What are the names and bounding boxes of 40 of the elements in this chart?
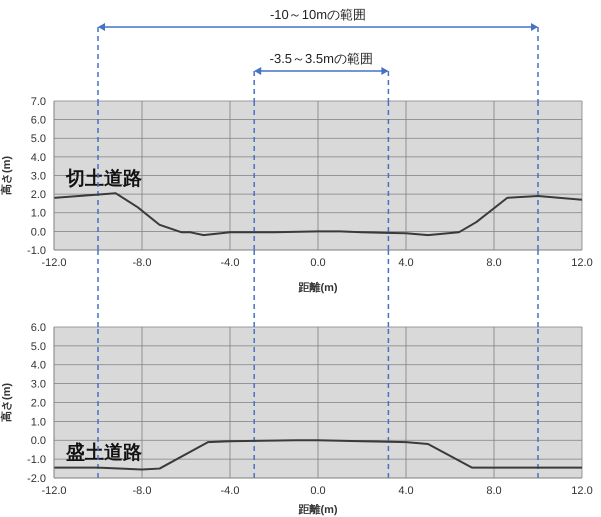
- y-tick-label: -1.0: [27, 244, 46, 257]
- x-tick-label: -12.0: [41, 256, 67, 269]
- x-axis-title: 距離(m): [297, 503, 338, 516]
- text: 盛土道路: [65, 441, 142, 464]
- y-tick-label: 4.0: [30, 152, 46, 164]
- y-tick-label: 4.0: [30, 360, 46, 372]
- x-tick-label: 8.0: [486, 256, 502, 269]
- y-tick-label: 3.0: [30, 170, 46, 182]
- y-tick-label: 7.0: [30, 96, 46, 108]
- x-tick-label: -12.0: [41, 484, 67, 497]
- y-tick-label: 6.0: [30, 322, 46, 334]
- text: -10～10mの範囲: [268, 6, 368, 24]
- x-tick-label: -8.0: [132, 484, 152, 497]
- x-tick-label: 8.0: [486, 484, 502, 497]
- y-axis-title: 高さ(m): [0, 156, 13, 196]
- y-tick-label: 5.0: [30, 133, 46, 146]
- x-tick-label: 12.0: [571, 484, 593, 497]
- y-tick-label: 5.0: [30, 340, 46, 353]
- y-tick-label: 2.0: [30, 189, 46, 202]
- x-tick-label: -4.0: [220, 484, 240, 497]
- y-tick-label: 1.0: [30, 416, 46, 428]
- x-tick-label: 0.0: [310, 256, 326, 269]
- x-tick-label: 0.0: [310, 484, 326, 497]
- text: -3.5～3.5mの範囲: [268, 50, 374, 68]
- x-axis-title: 距離(m): [297, 281, 338, 294]
- y-tick-label: 0.0: [30, 435, 46, 448]
- x-tick-label: -4.0: [220, 256, 240, 269]
- x-tick-label: 4.0: [398, 484, 414, 497]
- y-tick-label: -1.0: [27, 454, 46, 466]
- y-tick-label: 3.0: [30, 378, 46, 391]
- x-tick-label: -8.0: [132, 256, 152, 269]
- y-tick-label: 1.0: [30, 208, 46, 220]
- y-tick-label: 6.0: [30, 114, 46, 127]
- y-tick-label: 0.0: [30, 226, 46, 238]
- y-axis-title: 高さ(m): [0, 382, 13, 422]
- text: 切土道路: [65, 167, 142, 190]
- y-tick-label: -2.0: [27, 472, 46, 485]
- x-tick-label: 12.0: [571, 256, 593, 269]
- y-tick-label: 2.0: [30, 397, 46, 410]
- x-tick-label: 4.0: [398, 256, 414, 269]
